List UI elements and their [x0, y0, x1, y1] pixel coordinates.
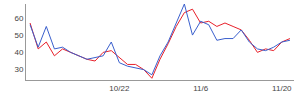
svg-text:11/6: 11/6	[193, 84, 209, 93]
svg-text:10/22: 10/22	[109, 84, 130, 93]
svg-text:30: 30	[14, 65, 23, 74]
svg-text:40: 40	[14, 48, 23, 57]
svg-text:60: 60	[14, 14, 23, 23]
svg-text:11/20: 11/20	[272, 84, 292, 93]
svg-text:50: 50	[14, 31, 23, 40]
